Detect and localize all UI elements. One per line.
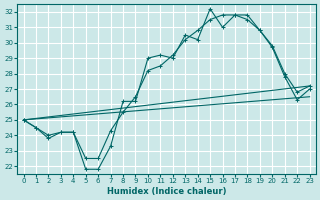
X-axis label: Humidex (Indice chaleur): Humidex (Indice chaleur) <box>107 187 226 196</box>
